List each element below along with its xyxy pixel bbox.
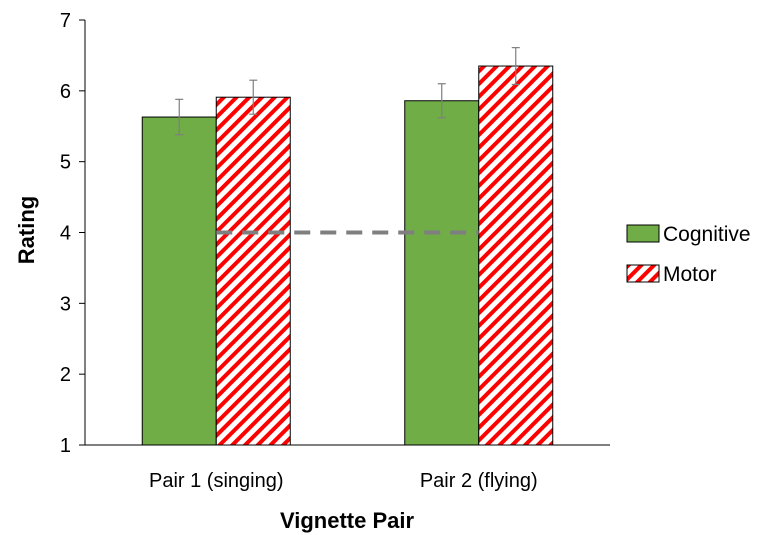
y-tick-label: 2 [60,364,71,386]
y-tick-label: 4 [60,223,71,245]
bars [141,47,554,446]
y-tick-label: 6 [60,81,71,103]
bar-motor [215,96,291,446]
legend-swatch-motor [626,264,660,283]
legend: Cognitive Motor [626,223,751,286]
x-axis-title: Vignette Pair [280,508,415,533]
y-tick-label: 3 [60,293,71,315]
x-tick-label: Pair 2 (flying) [420,470,538,492]
legend-label: Motor [663,263,717,286]
bar-cognitive [141,116,217,446]
bar-motor [478,65,554,446]
x-axis: Pair 1 (singing) Pair 2 (flying) [85,444,610,492]
legend-label: Cognitive [663,223,751,246]
bar-cognitive [404,100,480,446]
legend-swatch-cognitive [626,224,660,243]
y-axis: 1 2 3 4 5 6 7 [60,10,86,457]
y-tick-label: 5 [60,152,71,174]
y-tick-label: 1 [60,435,71,457]
x-tick-label: Pair 1 (singing) [149,470,284,492]
y-tick-label: 7 [60,10,71,32]
y-axis-title: Rating [14,196,39,264]
